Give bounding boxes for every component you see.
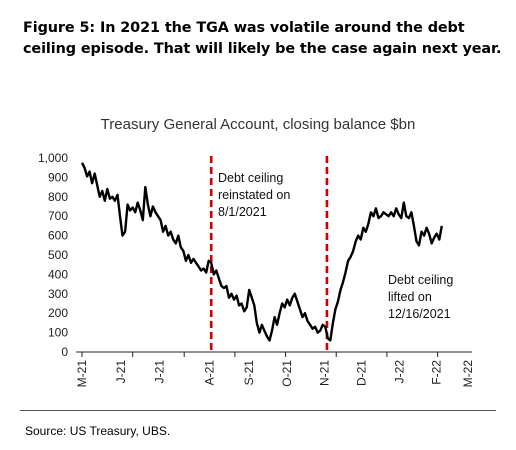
y-tick-label: 700 [48, 209, 68, 223]
chart-title: Treasury General Account, closing balanc… [100, 116, 416, 133]
x-tick-label: D-21 [355, 360, 369, 386]
y-tick-label: 300 [48, 287, 68, 301]
x-tick-label: J-21 [153, 360, 167, 384]
annotation-text: lifted on [388, 290, 432, 304]
x-tick-label: N-21 [317, 360, 331, 386]
y-tick-label: 600 [48, 229, 68, 243]
x-tick-label: F-22 [430, 360, 444, 385]
annotation-text: Debt ceiling [218, 171, 283, 185]
source-divider [20, 410, 496, 411]
y-tick-label: 200 [48, 306, 68, 320]
x-tick-label: S-21 [242, 360, 256, 386]
annotation-text: 8/1/2021 [218, 205, 267, 219]
source-note: Source: US Treasury, UBS. [25, 424, 171, 438]
y-tick-label: 100 [48, 326, 68, 340]
figure-heading: Figure 5: In 2021 the TGA was volatile a… [23, 20, 502, 57]
annotations-layer: Debt ceiling reinstated on 8/1/2021 Debt ce… [218, 171, 453, 321]
y-tick-label: 1,000 [38, 151, 68, 165]
annotation-text: reinstated on [218, 188, 290, 202]
x-tick-label: A-21 [203, 360, 217, 386]
series-layer [80, 162, 443, 342]
x-tick-label: O-21 [280, 360, 294, 387]
tga-balance-line [80, 162, 443, 342]
x-axis-ticks: M-21 J-21 J-21 A-21 S-21 O-21 N-21 D-21 J-22 F-22… [75, 352, 475, 387]
y-tick-label: 500 [48, 248, 68, 262]
y-tick-label: 400 [48, 267, 68, 281]
y-tick-label: 800 [48, 190, 68, 204]
annotation-text: Debt ceiling [388, 273, 453, 287]
y-tick-label: 900 [48, 170, 68, 184]
y-tick-label: 0 [61, 345, 68, 359]
x-tick-label: J-21 [114, 360, 128, 384]
x-tick-label: M-21 [75, 360, 89, 388]
annotation-text: 12/16/2021 [388, 307, 451, 321]
x-tick-label: M-22 [461, 360, 475, 388]
x-tick-label: J-22 [393, 360, 407, 384]
y-axis-ticks: 0 100 200 300 400 500 600 700 800 900 1,000 [38, 151, 68, 359]
